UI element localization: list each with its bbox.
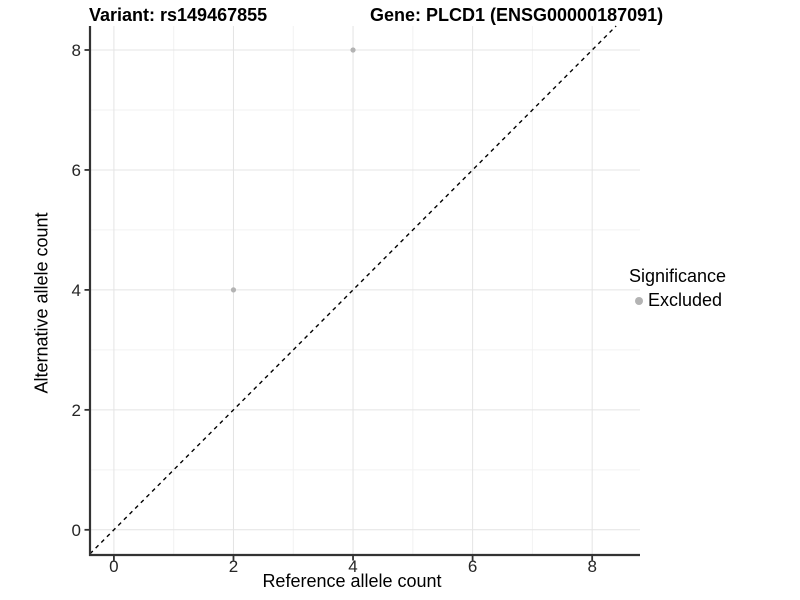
- data-point: [350, 47, 356, 53]
- y-tick-label: 2: [72, 401, 81, 420]
- x-axis-title: Reference allele count: [262, 571, 442, 591]
- x-tick-label: 2: [229, 557, 238, 576]
- legend-item: Excluded: [629, 290, 726, 311]
- x-tick-label: 6: [468, 557, 477, 576]
- legend-key-dot-icon: [635, 296, 643, 305]
- x-tick-label: 4: [348, 557, 357, 576]
- y-axis-title: Alternative allele count: [31, 212, 52, 394]
- y-tick-label: 8: [72, 41, 81, 60]
- y-tick-label: 6: [72, 161, 81, 180]
- plot-title-variant: Variant: rs149467855: [89, 5, 268, 25]
- plot-title-gene: Gene: PLCD1 (ENSG00000187091): [370, 5, 664, 25]
- y-tick-label: 4: [72, 281, 81, 300]
- x-tick-label: 0: [109, 557, 118, 576]
- legend: Significance Excluded: [629, 266, 726, 311]
- legend-items: Excluded: [629, 290, 726, 311]
- x-tick-label: 8: [587, 557, 596, 576]
- legend-item-label: Excluded: [648, 290, 723, 310]
- data-point: [230, 287, 237, 293]
- y-tick-label: 0: [72, 521, 81, 540]
- legend-title: Significance: [629, 266, 727, 286]
